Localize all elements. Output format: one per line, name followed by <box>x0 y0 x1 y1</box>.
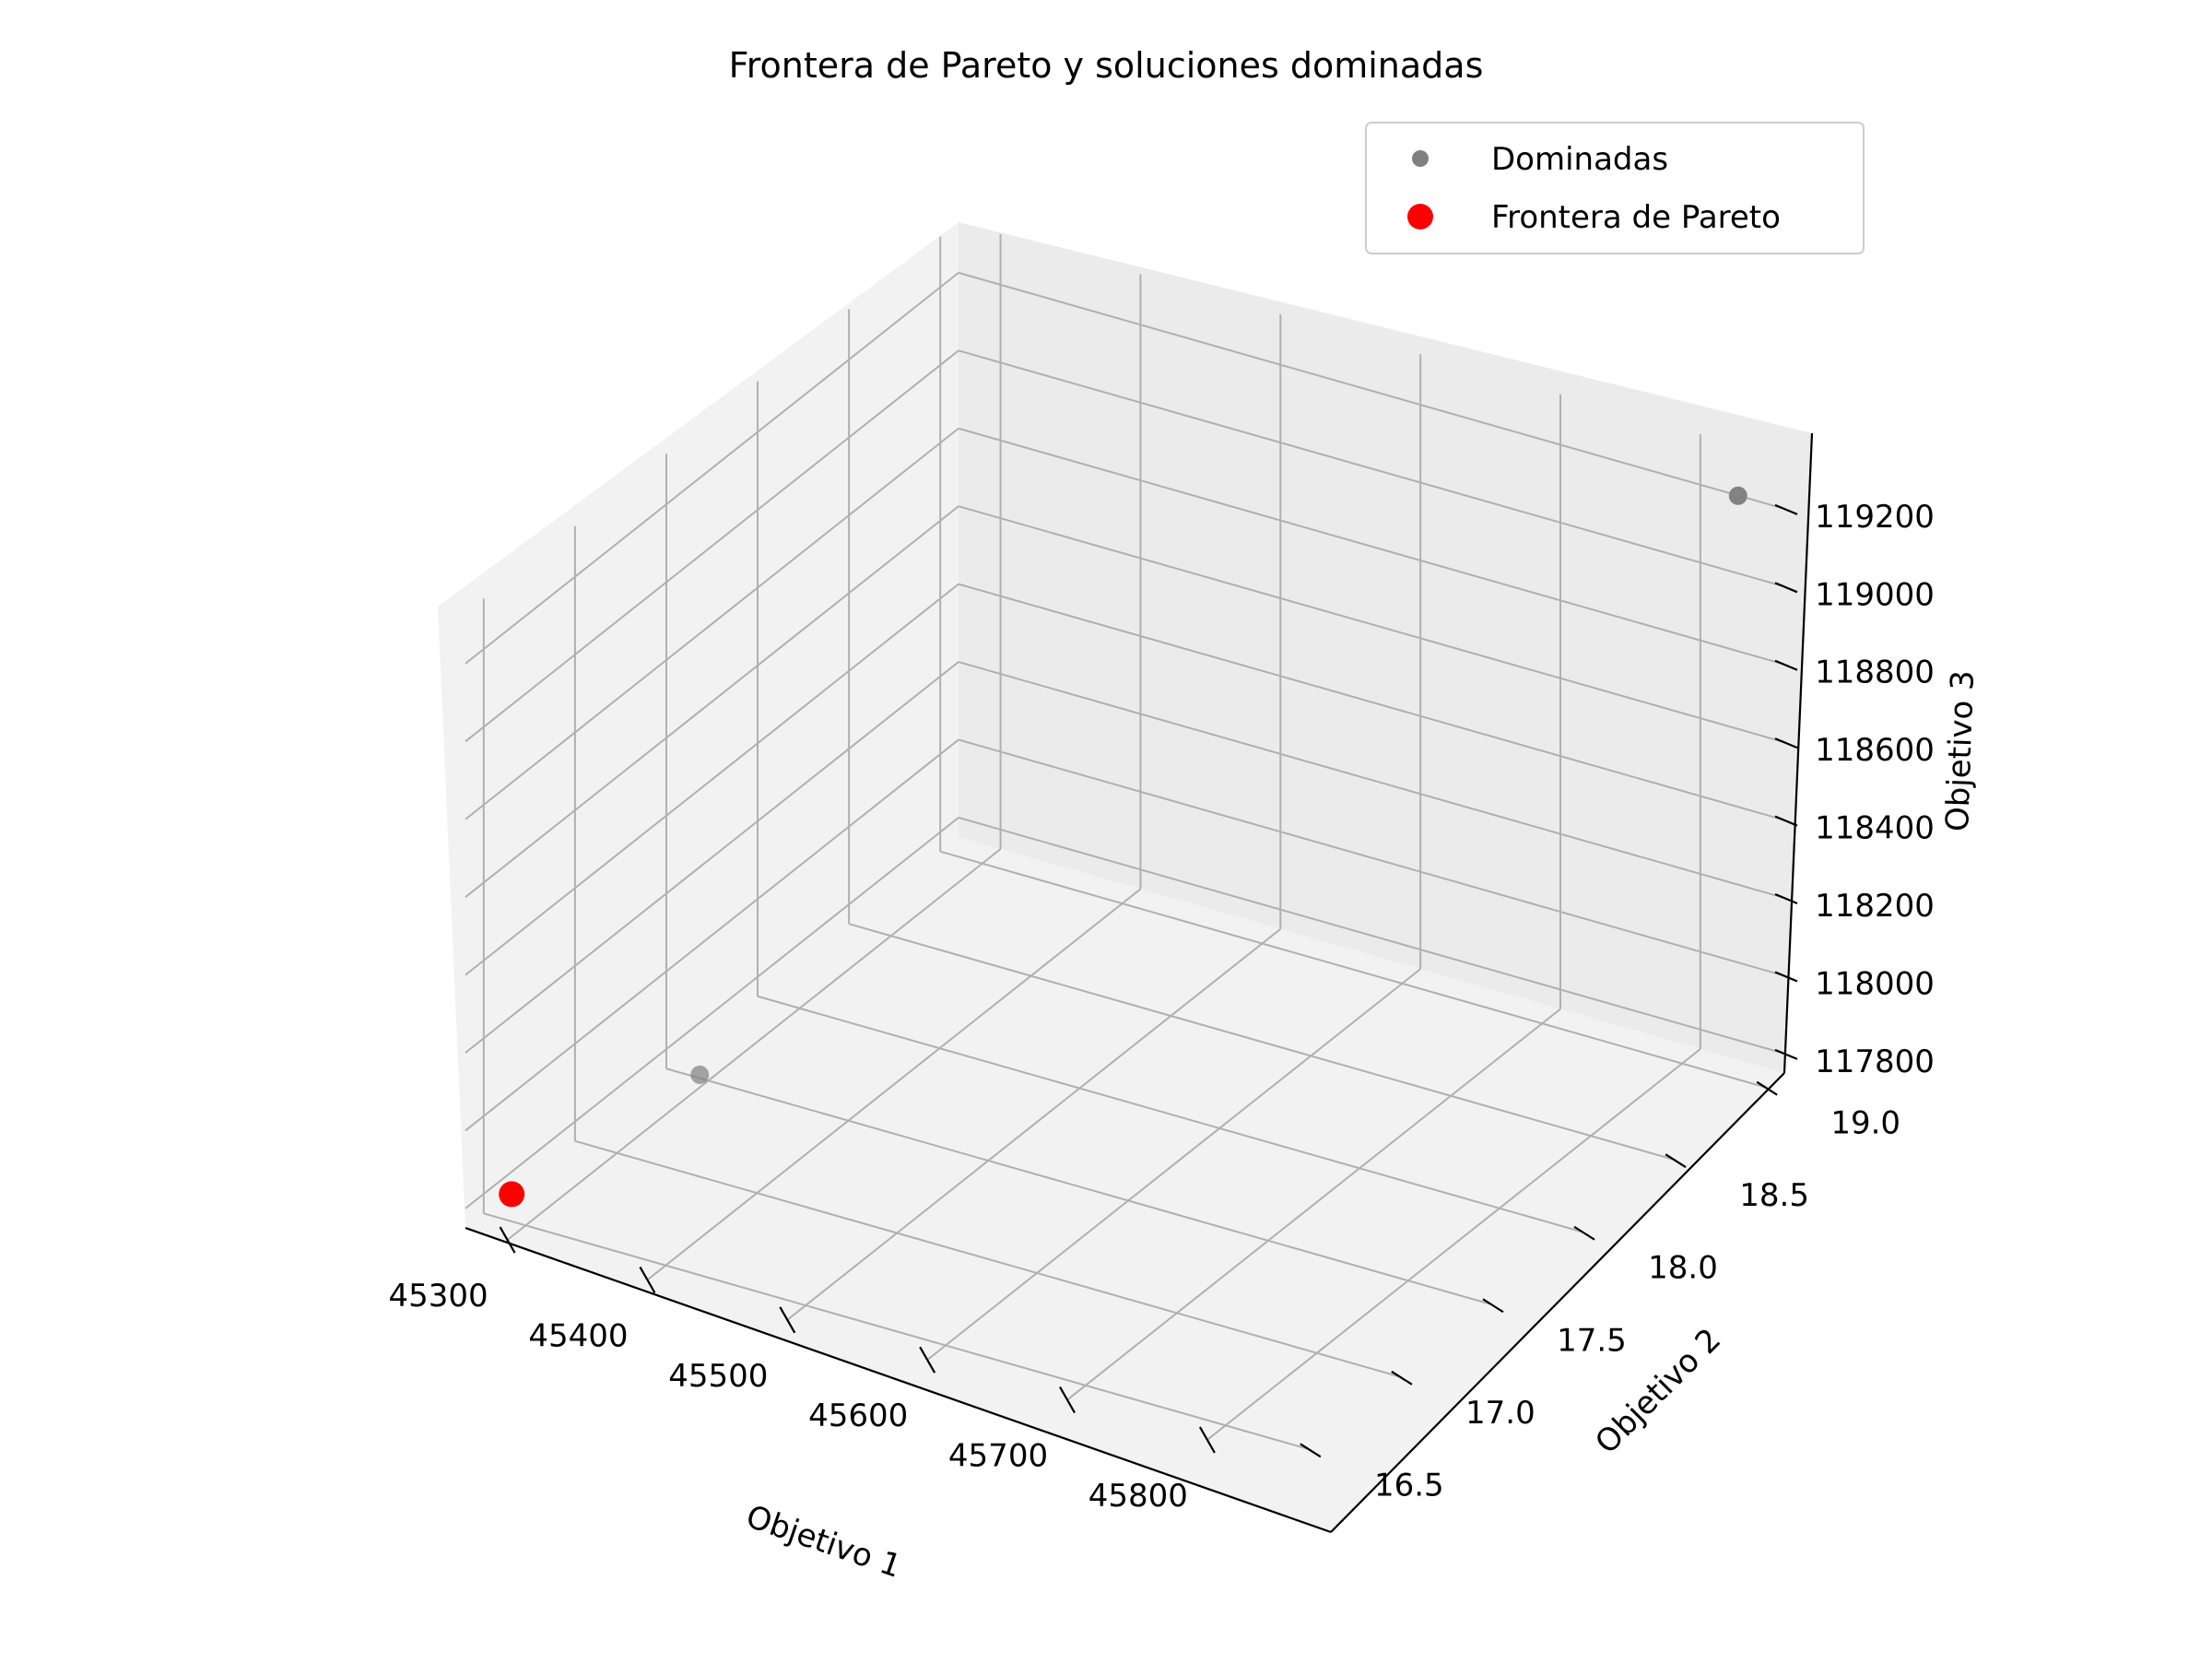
gridline-z-back <box>958 738 1785 977</box>
z-tick-label: 118600 <box>1815 732 1935 769</box>
z-tick-label: 118800 <box>1815 655 1935 691</box>
gridline-x-floor <box>926 968 1421 1361</box>
pane-back <box>959 222 1812 1073</box>
y-tick-mark <box>1482 1298 1504 1314</box>
x-axis-line <box>465 1226 1332 1534</box>
y-tick-label: 16.5 <box>1374 1467 1444 1504</box>
gridline-x-floor <box>786 928 1281 1321</box>
z-tick-label: 119200 <box>1815 499 1935 536</box>
axes <box>465 432 1814 1534</box>
pane-left <box>438 222 959 1228</box>
x-tick-mark <box>779 1306 796 1334</box>
z-tick-mark <box>1774 1048 1798 1060</box>
z-axis-label: Objetivo 3 <box>1939 670 1982 832</box>
y-tick-mark <box>1573 1225 1595 1241</box>
gridline-z-left <box>465 661 959 1054</box>
x-tick-label: 45600 <box>808 1398 908 1434</box>
gridline-z-back <box>958 583 1785 821</box>
legend-label-dominadas: Dominadas <box>1491 141 1668 178</box>
z-tick-mark <box>1774 503 1798 515</box>
gridline-x-floor <box>1206 1048 1701 1441</box>
gridline-z-back <box>958 505 1785 744</box>
gridline-x-floor <box>646 888 1142 1281</box>
legend-label-frontera: Frontera de Pareto <box>1491 199 1781 236</box>
legend: Dominadas Frontera de Pareto <box>1365 122 1865 254</box>
gridline-x-floor <box>1066 1008 1561 1401</box>
legend-marker-dominadas <box>1412 150 1429 167</box>
y-tick-label: 17.5 <box>1557 1322 1627 1359</box>
x-tick-label: 45700 <box>948 1438 1048 1475</box>
y-tick-mark <box>1300 1443 1322 1458</box>
y-tick-label: 18.0 <box>1648 1250 1718 1287</box>
z-tick-mark <box>1774 815 1798 827</box>
x-tick-mark <box>639 1266 656 1293</box>
z-tick-mark <box>1774 893 1798 905</box>
z-tick-label: 118200 <box>1815 888 1935 925</box>
z-tick-label: 118400 <box>1815 810 1935 847</box>
x-tick-mark <box>1198 1426 1216 1454</box>
gridline-y-floor <box>848 923 1676 1162</box>
gridline-z-back <box>958 427 1785 666</box>
x-axis-label: Objetivo 1 <box>741 1498 905 1586</box>
z-tick-label: 118000 <box>1815 965 1935 1002</box>
z-tick-label: 117800 <box>1815 1044 1935 1080</box>
y-tick-mark <box>1756 1080 1778 1096</box>
x-tick-label: 45800 <box>1088 1478 1188 1515</box>
x-tick-mark <box>1059 1386 1076 1414</box>
y-tick-label: 18.5 <box>1739 1177 1809 1214</box>
data-points <box>499 486 1747 1208</box>
gridline-y-floor <box>483 1212 1311 1451</box>
gridline-z-left <box>465 349 959 743</box>
gridline-z-back <box>958 271 1785 510</box>
ticks: 45300 45400 45500 45600 45700 45800 16.5 17.0 17… <box>388 499 1934 1515</box>
gridline-z-left <box>465 817 959 1209</box>
y-tick-mark <box>1391 1370 1413 1386</box>
gridline-y-floor <box>574 1139 1402 1378</box>
y-tick-label: 19.0 <box>1830 1105 1900 1142</box>
x-tick-mark <box>919 1346 936 1374</box>
chart-title: Frontera de Pareto y soluciones dominada… <box>729 45 1484 86</box>
pareto-point <box>499 1181 525 1208</box>
gridline-z-left <box>465 505 959 898</box>
dominated-point <box>690 1065 710 1084</box>
gridline-y-floor <box>939 850 1767 1089</box>
z-tick-label: 119000 <box>1815 576 1935 613</box>
gridline-z-back <box>958 661 1785 899</box>
gridline-z-left <box>465 272 959 665</box>
z-tick-mark <box>1774 659 1798 671</box>
y-tick-label: 17.0 <box>1465 1395 1535 1432</box>
z-tick-mark <box>1774 737 1798 749</box>
gridline-y-floor <box>757 995 1584 1233</box>
z-tick-mark <box>1774 582 1798 594</box>
gridline-z-back <box>958 349 1785 588</box>
y-tick-mark <box>1665 1153 1687 1169</box>
x-tick-label: 45500 <box>668 1358 768 1395</box>
gridline-y-floor <box>665 1067 1493 1306</box>
gridline-z-left <box>465 738 959 1132</box>
z-tick-mark <box>1774 971 1798 983</box>
y-axis-line <box>1330 1072 1785 1533</box>
x-tick-mark <box>499 1226 516 1254</box>
legend-box <box>1365 122 1865 254</box>
x-tick-label: 45400 <box>528 1317 628 1354</box>
legend-marker-frontera <box>1407 204 1433 230</box>
dominated-point <box>1728 486 1747 505</box>
gridline-z-left <box>465 583 959 976</box>
gridline-x-floor <box>506 848 1002 1241</box>
z-axis-line <box>1783 432 1814 1074</box>
gridlines <box>465 234 1785 1451</box>
gridline-z-left <box>465 427 959 820</box>
x-tick-label: 45300 <box>388 1278 488 1315</box>
gridline-z-back <box>958 816 1785 1055</box>
